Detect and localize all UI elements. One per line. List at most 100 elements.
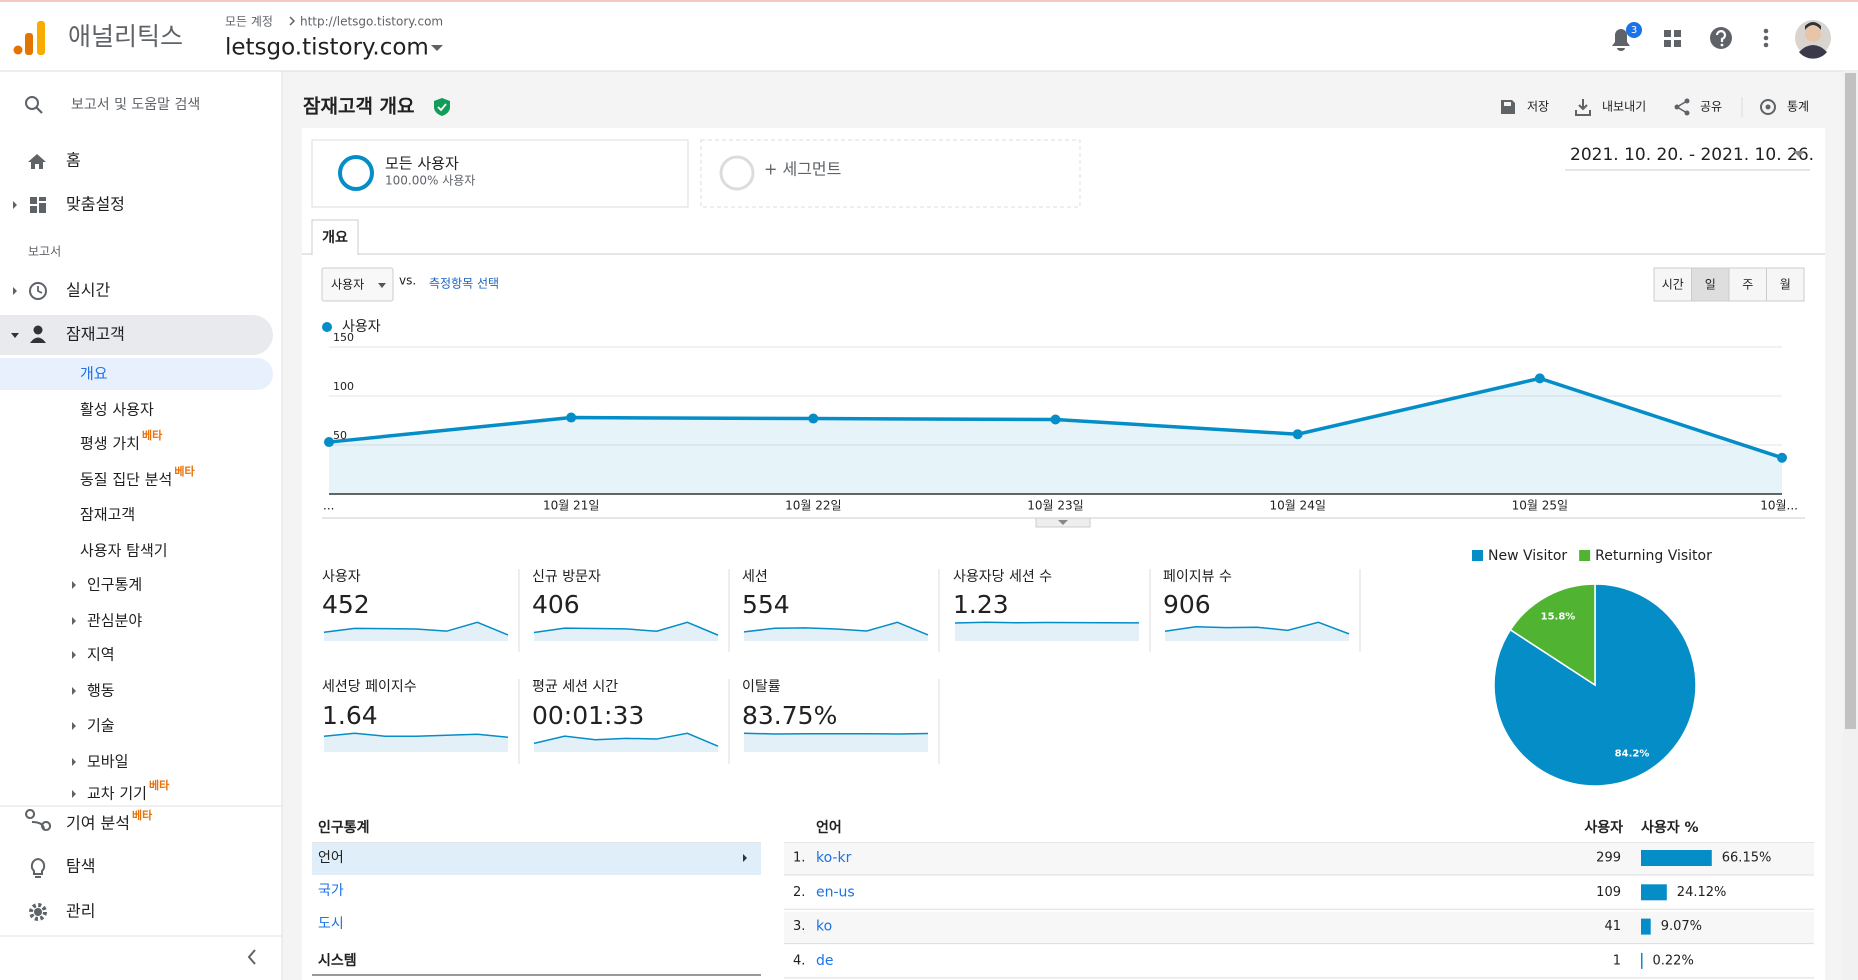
- granularity-label[interactable]: 주: [1742, 278, 1753, 292]
- row-rank: 3.: [793, 919, 805, 934]
- nav-subitem[interactable]: 사용자 탐색기: [80, 542, 168, 560]
- nav-subitem[interactable]: 행동: [87, 682, 115, 700]
- granularity-label[interactable]: 일: [1705, 278, 1716, 292]
- nav-item[interactable]: 맞춤설정: [66, 195, 125, 214]
- sparkline: [954, 621, 1140, 624]
- breadcrumb-property[interactable]: http://letsgo.tistory.com: [300, 15, 443, 29]
- nav-subitem[interactable]: 지역: [87, 646, 115, 664]
- segment-share: 100.00% 사용자: [385, 174, 475, 188]
- share-button[interactable]: 공유: [1700, 100, 1722, 114]
- help-button[interactable]: [1710, 27, 1732, 49]
- nav-item[interactable]: 탐색: [66, 857, 95, 876]
- more-button[interactable]: [1763, 28, 1769, 48]
- nav-subitem[interactable]: 개요: [80, 365, 108, 383]
- x-tick-label: 10월 22일: [785, 499, 841, 513]
- pie-label: 15.8%: [1541, 612, 1576, 623]
- nav-item[interactable]: 홈: [66, 151, 81, 170]
- nav-subitem[interactable]: 평생 가치: [80, 435, 140, 453]
- sparkline-area: [955, 622, 1139, 641]
- nav-sub-arrow: [72, 790, 76, 798]
- segment-card[interactable]: [311, 139, 689, 208]
- legend-marker: [322, 322, 332, 332]
- dimension-arrow: [743, 854, 747, 862]
- date-range-arrow[interactable]: [1793, 151, 1805, 157]
- nav-item[interactable]: 실시간: [66, 281, 110, 300]
- account-avatar[interactable]: [1795, 20, 1831, 59]
- insights-button[interactable]: 통계: [1787, 100, 1809, 114]
- nav-subitem[interactable]: 인구통계: [87, 576, 142, 594]
- nav-icon: [34, 908, 42, 916]
- data-point[interactable]: [808, 413, 819, 424]
- nav-icon: [29, 903, 47, 921]
- metric-label: 사용자: [322, 569, 361, 585]
- apps-button[interactable]: [1664, 30, 1681, 47]
- nav-active-group: [0, 315, 273, 355]
- nav-item[interactable]: 잠재고객: [66, 325, 125, 344]
- granularity-button[interactable]: [1691, 267, 1730, 302]
- data-point[interactable]: [1534, 373, 1545, 384]
- view-dropdown-arrow[interactable]: [431, 45, 443, 51]
- add-segment-card[interactable]: [700, 139, 1081, 208]
- nav-sub-arrow: [72, 687, 76, 695]
- metric-dropdown[interactable]: [321, 267, 394, 302]
- tab[interactable]: [311, 219, 359, 255]
- data-point[interactable]: [1777, 452, 1787, 463]
- legend-label: Returning Visitor: [1595, 548, 1712, 564]
- nav-icon: [33, 325, 43, 335]
- segment-ring-empty: [719, 155, 755, 191]
- metric-selected[interactable]: 사용자: [331, 278, 364, 292]
- sparkline: [743, 732, 929, 735]
- nav-sub-arrow: [72, 651, 76, 659]
- data-point[interactable]: [1292, 429, 1303, 440]
- row-share: 66.15%: [1722, 851, 1772, 866]
- date-range[interactable]: 2021. 10. 20. - 2021. 10. 26.: [1570, 145, 1814, 165]
- logo[interactable]: [13, 21, 46, 55]
- nav-selected: [0, 358, 273, 390]
- granularity-label[interactable]: 월: [1780, 278, 1791, 292]
- segment-ring: [338, 155, 374, 191]
- add-segment-label[interactable]: + 세그먼트: [764, 160, 841, 179]
- nav-item[interactable]: 기여 분석: [66, 814, 130, 833]
- data-point[interactable]: [566, 412, 577, 423]
- pie-slice[interactable]: [1509, 583, 1596, 687]
- nav-search[interactable]: 보고서 및 도움말 검색: [71, 97, 200, 113]
- breadcrumb-account[interactable]: 모든 계정: [225, 15, 273, 29]
- data-point[interactable]: [324, 437, 334, 448]
- nav-subitem[interactable]: 동질 집단 분석: [80, 471, 172, 489]
- row-language[interactable]: ko: [816, 919, 832, 935]
- metric-value: 406: [532, 590, 580, 619]
- row-users: 109: [1596, 885, 1621, 900]
- granularity-label[interactable]: 시간: [1662, 278, 1684, 292]
- nav-subitem[interactable]: 잠재고객: [80, 506, 135, 524]
- view-selector[interactable]: letsgo.tistory.com: [225, 35, 429, 61]
- dimension-item[interactable]: 언어: [318, 850, 344, 866]
- row-language[interactable]: de: [816, 953, 834, 969]
- nav-subitem[interactable]: 활성 사용자: [80, 401, 154, 419]
- product-name: 애널리틱스: [68, 22, 183, 51]
- scrollbar-thumb[interactable]: [1845, 73, 1856, 729]
- data-point[interactable]: [1050, 414, 1061, 425]
- row-language[interactable]: ko-kr: [816, 850, 852, 866]
- nav-subitem[interactable]: 모바일: [87, 753, 128, 771]
- dimension-item[interactable]: 국가: [318, 883, 344, 899]
- select-metric-link[interactable]: 측정항목 선택: [429, 277, 499, 291]
- nav-subitem[interactable]: 교차 기기: [87, 785, 147, 803]
- tab-label[interactable]: 개요: [322, 230, 348, 246]
- row-users: 41: [1604, 919, 1621, 934]
- collapse-nav-button[interactable]: [247, 949, 256, 965]
- dimension-item[interactable]: 도시: [318, 916, 344, 932]
- export-button[interactable]: 내보내기: [1602, 100, 1646, 114]
- granularity-button[interactable]: [1766, 267, 1805, 302]
- granularity-button[interactable]: [1728, 267, 1767, 302]
- nav-subitem[interactable]: 관심분야: [87, 612, 142, 630]
- nav-subitem[interactable]: 기술: [87, 717, 115, 735]
- save-button[interactable]: 저장: [1527, 100, 1549, 114]
- beta-badge: 베타: [174, 464, 195, 478]
- nav-item[interactable]: 관리: [66, 902, 95, 921]
- toolbar-icons: [1501, 98, 1776, 116]
- granularity-button[interactable]: [1653, 267, 1692, 302]
- metric-label: 세션당 페이지수: [322, 679, 417, 695]
- notifications-button[interactable]: [1612, 22, 1642, 51]
- row-language[interactable]: en-us: [816, 884, 855, 900]
